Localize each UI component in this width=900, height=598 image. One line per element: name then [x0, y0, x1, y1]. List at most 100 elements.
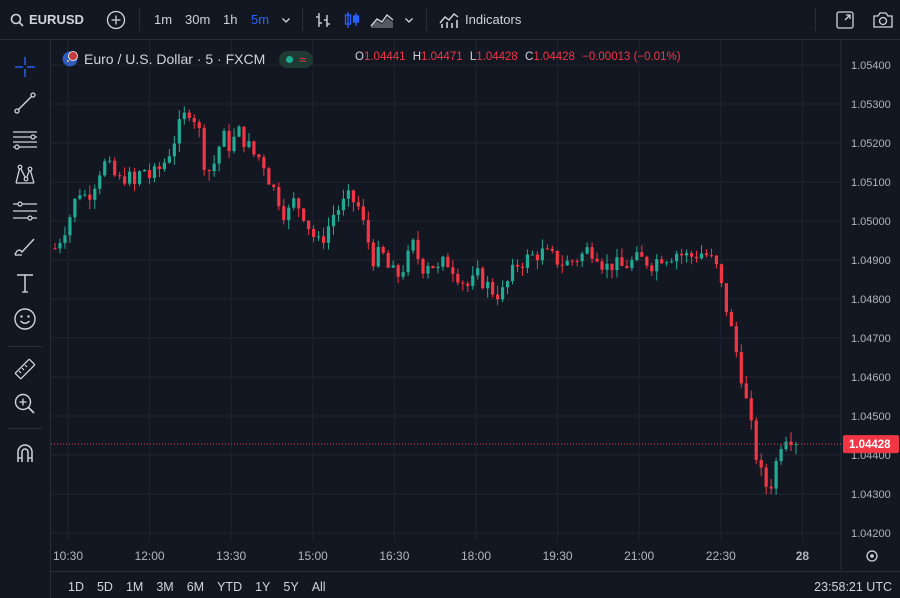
- range-3m[interactable]: 3M: [156, 580, 174, 594]
- bars-icon: [316, 12, 330, 27]
- price-tick-label: 1.05000: [851, 216, 891, 228]
- tool-divider: [8, 346, 42, 347]
- candle-body: [262, 157, 266, 169]
- projection-tool[interactable]: [12, 198, 38, 224]
- trendline-icon: [14, 92, 36, 114]
- range-1y[interactable]: 1Y: [255, 580, 271, 594]
- candle-body: [684, 253, 689, 256]
- camera-icon: [873, 11, 893, 28]
- trendline-tool[interactable]: [12, 90, 38, 116]
- candle-body: [371, 242, 375, 267]
- time-tick-label: 16:30: [379, 549, 409, 563]
- bar-style-button[interactable]: [314, 0, 332, 39]
- interval-1m[interactable]: 1m: [154, 0, 172, 39]
- candle-body: [630, 260, 634, 269]
- candle-body: [202, 127, 206, 170]
- chart-style-dropdown[interactable]: [404, 0, 414, 39]
- time-tick-label: 10:30: [53, 549, 83, 563]
- brush-tool[interactable]: [12, 234, 38, 260]
- measure-tool[interactable]: [12, 356, 38, 382]
- time-tick-label: 28: [796, 549, 810, 563]
- candle-body: [88, 194, 92, 200]
- candle-body: [157, 166, 162, 170]
- candle-body: [451, 267, 455, 274]
- time-tick-label: 12:00: [135, 549, 165, 563]
- toolbar-divider: [139, 8, 140, 31]
- candle-body: [83, 194, 87, 196]
- pattern-tool[interactable]: [12, 162, 38, 188]
- time-axis[interactable]: 10:30 12:00 13:30 15:00 16:30 18:00 19:30 21:00…: [53, 549, 809, 563]
- last-price-label: 1.04428: [849, 439, 891, 451]
- candle-body: [416, 239, 420, 260]
- range-1m[interactable]: 1M: [125, 580, 144, 594]
- range-5d[interactable]: 5D: [96, 580, 113, 594]
- compare-add-button[interactable]: [106, 0, 126, 39]
- market-status-badge[interactable]: ≈: [279, 50, 314, 68]
- interval-1h-label: 1h: [223, 12, 238, 27]
- emoji-tool[interactable]: [12, 306, 38, 332]
- candle-body: [63, 235, 67, 244]
- fib-retracement-icon: [13, 131, 37, 150]
- fib-tool[interactable]: [12, 126, 38, 152]
- candle-body: [302, 208, 306, 221]
- price-chart[interactable]: 1.05400 1.05300 1.05200 1.05100 1.05000 1.049…: [51, 40, 900, 598]
- candle-body: [615, 257, 619, 271]
- interval-dropdown[interactable]: [281, 0, 291, 39]
- brush-icon: [14, 238, 35, 256]
- range-1d[interactable]: 1D: [68, 580, 84, 594]
- zoom-tool[interactable]: [12, 391, 38, 417]
- indicators-button[interactable]: Indicators: [439, 0, 521, 39]
- plus-circle-icon: [106, 10, 126, 29]
- candle-body: [486, 281, 490, 289]
- ruler-icon: [14, 358, 36, 380]
- range-all[interactable]: All: [311, 580, 326, 594]
- area-style-button[interactable]: [370, 0, 394, 39]
- interval-5m[interactable]: 5m: [251, 0, 269, 39]
- candle-body: [108, 160, 112, 162]
- chart-grid: [51, 40, 841, 540]
- text-tool[interactable]: [12, 270, 38, 296]
- candle-body: [505, 281, 510, 288]
- interval-30m[interactable]: 30m: [185, 0, 210, 39]
- magnet-tool[interactable]: [12, 440, 38, 466]
- candle-body: [555, 250, 559, 265]
- zoom-in-icon: [14, 393, 35, 414]
- forecast-icon: [13, 201, 37, 221]
- utc-clock[interactable]: 23:58:21 UTC: [814, 580, 892, 594]
- candle-body: [426, 265, 430, 274]
- candle-body: [98, 175, 102, 189]
- candle-body: [297, 198, 301, 209]
- price-tick-label: 1.04800: [851, 294, 891, 306]
- candle-body: [336, 210, 341, 215]
- candle-body: [466, 283, 470, 286]
- candle-body: [764, 467, 768, 487]
- candle-body: [520, 266, 525, 268]
- range-6m[interactable]: 6M: [186, 580, 205, 594]
- candle-body: [277, 187, 281, 207]
- candle-body: [123, 176, 127, 184]
- price-axis[interactable]: 1.05400 1.05300 1.05200 1.05100 1.05000 1.049…: [840, 40, 891, 570]
- candle-body: [441, 256, 445, 267]
- time-tick-label: 21:00: [624, 549, 654, 563]
- candle-body: [411, 239, 415, 251]
- candle-body: [257, 154, 261, 158]
- symbol-description[interactable]: Euro / U.S. Dollar · 5 · FXCM: [84, 51, 266, 67]
- interval-1h[interactable]: 1h: [223, 0, 237, 39]
- candles-style-button[interactable]: [343, 0, 361, 39]
- range-ytd[interactable]: YTD: [217, 580, 243, 594]
- chevron-down-icon: [282, 17, 290, 23]
- smiley-icon: [14, 308, 36, 330]
- range-5y[interactable]: 5Y: [283, 580, 299, 594]
- price-tick-label: 1.05100: [851, 177, 891, 189]
- symbol-search[interactable]: EURUSD: [10, 0, 84, 39]
- candle-body: [600, 261, 604, 270]
- axis-settings-button[interactable]: [866, 550, 878, 562]
- snapshot-button[interactable]: [872, 0, 894, 39]
- fullscreen-button[interactable]: [835, 0, 855, 39]
- candle-body: [227, 130, 231, 152]
- candle-body: [590, 247, 594, 259]
- crosshair-tool[interactable]: [12, 54, 38, 80]
- candle-body: [376, 246, 380, 267]
- candle-body: [689, 253, 694, 257]
- candle-body: [660, 259, 664, 264]
